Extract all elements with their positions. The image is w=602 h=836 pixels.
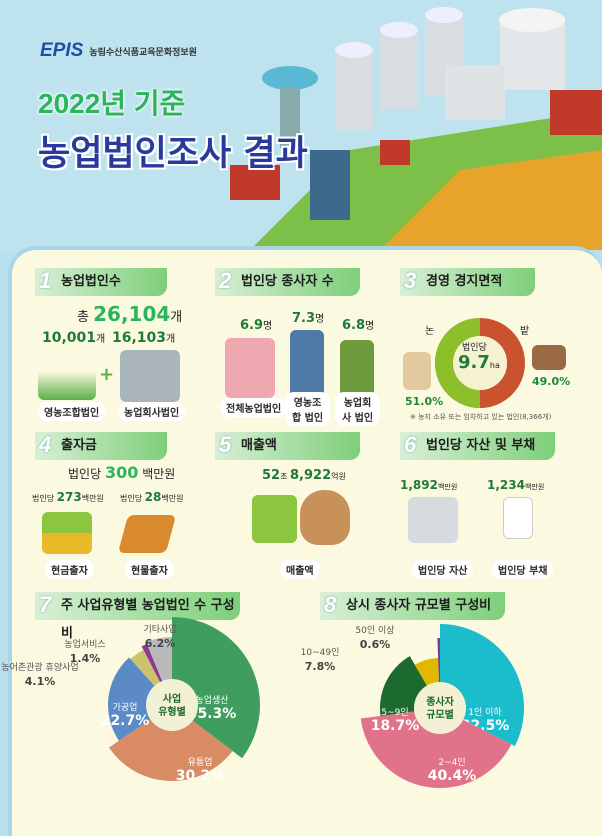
slice-label: 2~4인: [438, 757, 465, 768]
section-4-title: 4 출자금: [35, 432, 167, 460]
farm-illustration: [230, 7, 602, 250]
pie-center-label: 유형별: [158, 705, 186, 718]
paddy-pct: 51.0%: [405, 395, 444, 408]
slice-value: 6.2%: [145, 637, 176, 650]
inkind-capital-label: 현물출자: [125, 560, 174, 579]
slice-value: 40.4%: [428, 768, 477, 784]
pie-slice: [108, 718, 233, 781]
land-note: ※ 농지 소유 또는 임차하고 있는 법인(8,366개): [410, 413, 552, 421]
sales-value: 52조 8,922억원: [262, 468, 346, 483]
debt-value: 1,234백만원: [487, 478, 545, 492]
rice-sack-icon: [403, 352, 431, 390]
slice-label: 기타사업: [143, 624, 176, 635]
pie-slice: [440, 624, 524, 747]
pie-slice: [146, 637, 172, 683]
safe-icon: [408, 497, 458, 543]
slice-value: 18.7%: [371, 718, 420, 734]
debt-label: 법인당 부채: [492, 560, 554, 579]
per-corp-label: 법인당: [462, 343, 487, 353]
agri-company-count: 16,103개: [112, 330, 176, 346]
section-5-title: 5 매출액: [215, 432, 360, 460]
slice-label: 10~49인: [301, 647, 340, 658]
workforce-size-pie: 1인 이하32.5%2~4인40.4%5~9인18.7%10~49인7.8%50…: [301, 624, 524, 788]
pie-slice: [437, 638, 440, 685]
slice-label: 농어촌관광 휴양사업: [1, 661, 78, 673]
pie-slice: [414, 658, 440, 688]
section-3-title: 3 경영 경지면적: [400, 268, 535, 296]
workers-company: 6.8명: [342, 318, 375, 333]
slice-label: 가공업: [113, 702, 138, 713]
slice-value: 0.6%: [360, 638, 391, 651]
pie-slice: [130, 649, 161, 688]
field-label: 밭: [520, 326, 530, 337]
document-search-icon: [503, 497, 533, 539]
pig-farmer-icon: [225, 338, 275, 398]
slice-label: 50인 이상: [355, 625, 394, 636]
pie-slice: [360, 711, 512, 788]
money-bag-icon: [300, 490, 350, 545]
paddy-segment: [435, 318, 480, 408]
capital-per-corp: 법인당 300 백만원: [68, 463, 176, 482]
area-value: 9.7ha: [458, 352, 500, 373]
asset-value: 1,892백만원: [400, 478, 458, 492]
pie-center: [146, 679, 198, 731]
inkind-capital: 법인당 28백만원: [120, 490, 184, 504]
slice-value: 22.7%: [101, 713, 150, 729]
section-2-title: 2 법인당 종사자 수: [215, 268, 360, 296]
pie-slice: [141, 643, 163, 684]
pie-slice: [108, 657, 156, 741]
total-corporations: 총 26,104개: [77, 302, 183, 326]
slice-label: 5~9인: [381, 707, 408, 718]
slice-label: 유통업: [188, 757, 213, 768]
pie-center: [414, 682, 466, 734]
subtitle: 2022년 기준: [38, 88, 186, 119]
pie-center-label: 규모별: [426, 708, 454, 721]
logo-text: EPIS: [40, 40, 84, 61]
company-corp-label: 농업회사 법인: [335, 392, 380, 426]
farmer-wheelbarrow-icon: [340, 340, 374, 402]
slice-value: 7.8%: [305, 660, 336, 673]
plus-icon: +: [99, 364, 115, 385]
land-area-donut: [435, 318, 525, 408]
farmers-icon: [38, 352, 96, 400]
cash-capital: 법인당 273백만원: [32, 490, 104, 504]
vegetable-field-icon: [532, 345, 566, 370]
pie-center-label: 종사자: [426, 695, 454, 708]
pie-slice: [172, 617, 260, 759]
section-1-title: 1 농업법인수: [35, 268, 167, 296]
pie-center-label: 사업: [163, 692, 181, 705]
slice-value: 30.2%: [176, 768, 225, 784]
money-icon: [252, 495, 297, 543]
workers-assoc: 7.3명: [292, 311, 325, 326]
field-pct: 49.0%: [532, 375, 571, 388]
page-title: 농업법인조사 결과: [38, 134, 308, 174]
slice-value: 1.4%: [70, 652, 101, 665]
farming-assoc-label: 영농조합법인: [38, 402, 106, 421]
factory-icon: [120, 350, 180, 402]
cash-gold-icon: [42, 512, 92, 554]
sales-label: 매출액: [280, 560, 320, 579]
workers-all: 6.9명: [240, 318, 273, 333]
paddy-label: 논: [425, 326, 435, 337]
slice-value: 4.1%: [25, 675, 56, 688]
slice-value: 35.3%: [188, 706, 237, 722]
header-banner: EPIS 농림수산식품교육문화정보원 2022년 기준 농업법인조사 결과: [0, 0, 602, 250]
farming-assoc-count: 10,001개: [42, 330, 106, 346]
section-6-title: 6 법인당 자산 및 부채: [400, 432, 555, 460]
section-8-title: 8 상시 종사자 규모별 구성비: [320, 592, 505, 620]
slice-label: 1인 이하: [468, 707, 502, 718]
asset-label: 법인당 자산: [412, 560, 474, 579]
farmer-pitchfork-icon: [290, 330, 324, 402]
org-name: 농림수산식품교육문화정보원: [89, 47, 197, 58]
cash-capital-label: 현금출자: [45, 560, 94, 579]
assoc-corp-label: 영농조합 법인: [285, 392, 330, 426]
epis-logo: EPIS 농림수산식품교육문화정보원: [40, 40, 197, 62]
slice-label: 농업생산: [195, 695, 228, 706]
agri-company-label: 농업회사법인: [118, 402, 186, 421]
farmland-icon: [117, 515, 177, 553]
all-corp-label: 전체농업법인: [220, 398, 288, 417]
slice-label: 농업서비스: [64, 639, 105, 650]
